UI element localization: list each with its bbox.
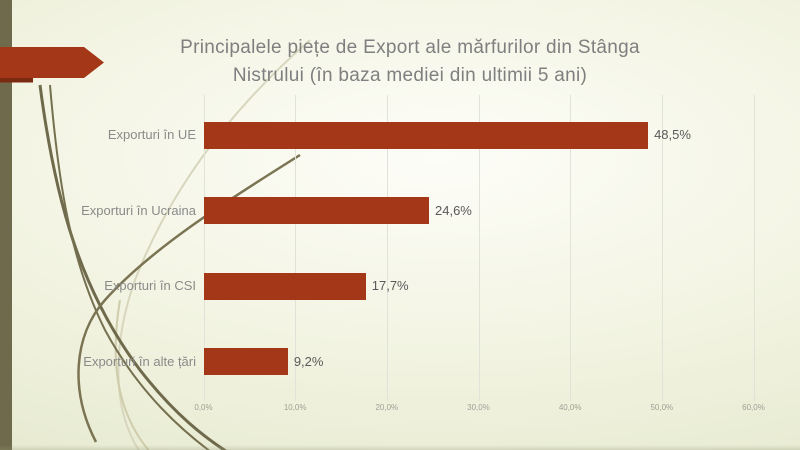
left-accent-band	[0, 0, 12, 450]
gridline	[753, 95, 755, 401]
gridline	[478, 95, 480, 401]
gridline	[386, 95, 388, 401]
category-label: Exporturi în UE	[107, 127, 196, 142]
category-label: Exporturi în Ucraina	[81, 202, 196, 218]
bar	[203, 121, 649, 149]
x-axis-tick-label: 60,0%	[742, 403, 765, 412]
category-label: Exporturi în alte țări	[83, 353, 196, 369]
arrow-ribbon-icon	[0, 47, 104, 83]
x-axis-tick-label: 10,0%	[283, 403, 307, 412]
value-label: 48,5%	[654, 127, 691, 142]
gridline	[203, 95, 205, 401]
bottom-edge-shadow	[0, 445, 800, 450]
gridline	[661, 95, 663, 401]
bar	[203, 272, 366, 300]
gridline	[570, 95, 572, 401]
x-axis-tick-label: 0,0%	[194, 403, 213, 412]
bar	[203, 348, 288, 375]
x-axis-tick-label: 40,0%	[558, 403, 582, 412]
value-label: 24,6%	[435, 202, 472, 218]
x-axis-tick-label: 30,0%	[467, 403, 490, 412]
x-axis-tick-label: 20,0%	[375, 403, 399, 412]
slide-title-line1: Principalele piețe de Export ale mărfuri…	[180, 37, 640, 58]
value-label: 9,2%	[293, 353, 324, 369]
value-label: 17,7%	[371, 278, 409, 293]
x-axis-tick-label: 50,0%	[650, 403, 674, 412]
gridline	[295, 95, 297, 401]
slide-title-line2: Nistrului (în baza mediei din ultimii 5 …	[232, 64, 588, 86]
slide-title: Principalele piețe de Export ale mărfuri…	[120, 34, 700, 89]
bar	[203, 197, 429, 224]
category-label: Exporturi în CSI	[104, 278, 196, 293]
